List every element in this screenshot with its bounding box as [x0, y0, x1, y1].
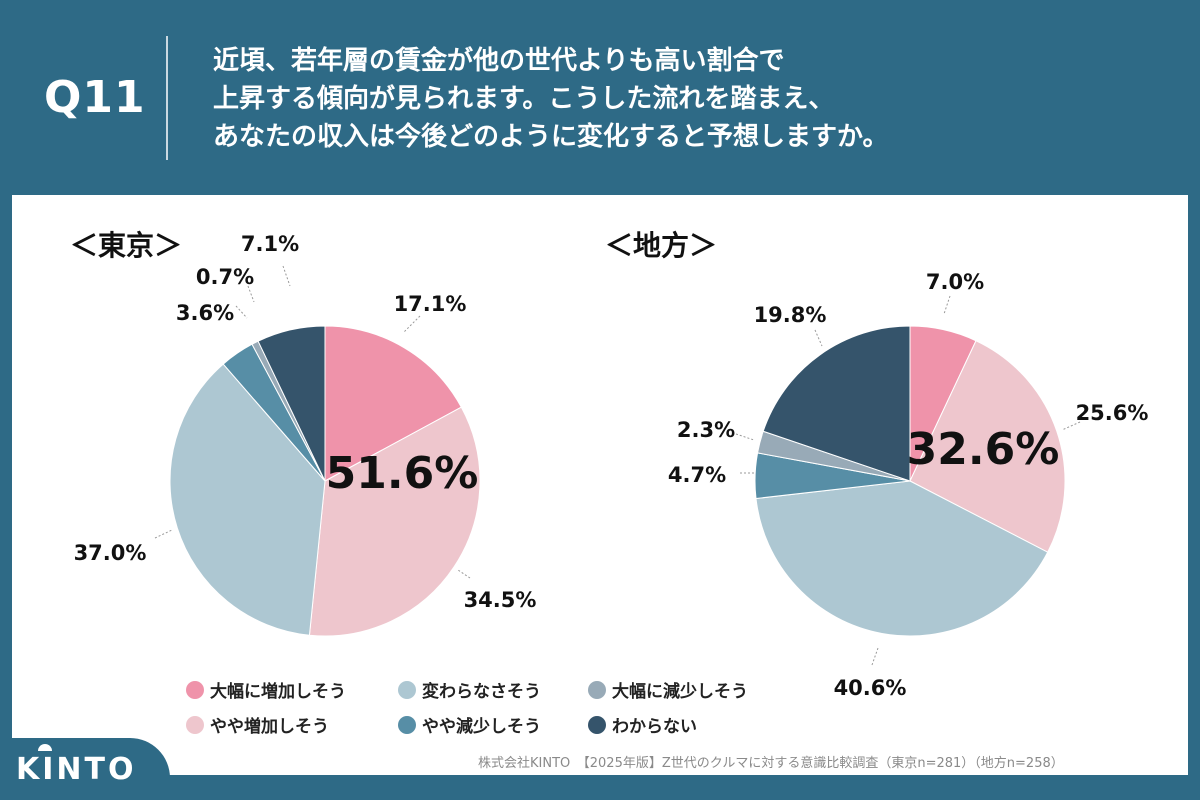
- leader-line: [235, 305, 248, 319]
- legend-label: 変わらなさそう: [422, 682, 541, 702]
- question-text: 近頃、若年層の賃金が他の世代よりも高い割合で 上昇する傾向が見られます。こうした…: [213, 42, 1173, 156]
- legend-label: わからない: [612, 717, 697, 737]
- bottom-strip: [170, 775, 1200, 800]
- legend-swatch: [588, 715, 606, 734]
- data-label: 17.1%: [394, 292, 467, 316]
- header: Q11 近頃、若年層の賃金が他の世代よりも高い割合で 上昇する傾向が見られます。…: [0, 0, 1200, 195]
- data-label: 0.7%: [196, 265, 254, 289]
- data-label: 37.0%: [74, 541, 147, 565]
- source-note: 株式会社KINTO 【2025年版】Z世代のクルマに対する意識比較調査（東京n=…: [478, 756, 1064, 771]
- question-label: Q11: [44, 72, 146, 123]
- pie-slice: [324, 325, 462, 482]
- highlight-label: 51.6%: [326, 448, 479, 499]
- logo-background: [0, 738, 170, 800]
- logo-mark: [38, 744, 52, 751]
- leader-line: [154, 529, 173, 539]
- data-label: 34.5%: [464, 588, 537, 612]
- pie-slice: [909, 340, 1066, 553]
- kinto-logo[interactable]: KINTO: [16, 752, 137, 787]
- legend-swatch: [398, 680, 416, 699]
- legend-label: やや減少しそう: [422, 717, 541, 737]
- chart-title: ＜地方＞: [605, 229, 717, 262]
- question-line: 近頃、若年層の賃金が他の世代よりも高い割合で: [213, 46, 785, 76]
- data-label: 40.6%: [834, 676, 907, 700]
- legend-label: 大幅に減少しそう: [612, 682, 748, 702]
- legend-swatch: [186, 715, 204, 734]
- legend-label: 大幅に増加しそう: [210, 682, 346, 702]
- leader-line: [1061, 421, 1081, 431]
- legend-item: 大幅に減少しそう: [588, 677, 788, 702]
- leader-line: [735, 433, 755, 441]
- question-line: 上昇する傾向が見られます。こうした流れを踏まえ、: [213, 84, 835, 114]
- pie-chart: ＜地方＞ 7.0% 25.6% 40.6% 4.7% 2.3% 19.8% 32.6%: [605, 229, 1148, 700]
- pie-slice: [755, 480, 1049, 637]
- data-label: 4.7%: [668, 463, 726, 487]
- data-label: 19.8%: [754, 303, 827, 327]
- leader-line: [247, 285, 255, 303]
- pie-slice: [257, 325, 326, 482]
- legend-item: わからない: [588, 712, 788, 737]
- legend-swatch: [398, 715, 416, 734]
- leader-line: [871, 647, 879, 666]
- pie-slice: [762, 325, 911, 482]
- legend-item: 大幅に増加しそう: [186, 677, 398, 702]
- data-label: 7.0%: [926, 270, 984, 294]
- leader-line: [814, 329, 823, 347]
- data-label: 3.6%: [176, 301, 234, 325]
- leader-line: [457, 569, 471, 579]
- leader-line: [282, 265, 291, 287]
- legend-swatch: [186, 680, 204, 699]
- leader-line: [403, 315, 421, 333]
- legend-swatch: [588, 680, 606, 699]
- question-line: あなたの収入は今後どのように変化すると予想しますか。: [213, 122, 889, 152]
- legend: 大幅に増加しそう 変わらなさそう 大幅に減少しそう やや増加しそう やや減少しそ…: [186, 677, 826, 737]
- data-label: 25.6%: [1076, 401, 1149, 425]
- pie-slice: [169, 363, 326, 636]
- header-divider: [166, 36, 168, 160]
- chart-title: ＜東京＞: [70, 229, 182, 262]
- highlight-label: 32.6%: [907, 424, 1060, 475]
- data-label: 7.1%: [241, 232, 299, 256]
- legend-item: やや減少しそう: [398, 712, 588, 737]
- leader-line: [943, 295, 951, 315]
- pie-slice: [308, 406, 481, 637]
- legend-item: 変わらなさそう: [398, 677, 588, 702]
- pie-chart: ＜東京＞ 17.1% 34.5% 37.0% 3.6% 0.7% 7.1% 51.6%: [70, 229, 537, 637]
- data-label: 2.3%: [677, 418, 735, 442]
- legend-label: やや増加しそう: [210, 717, 329, 737]
- legend-item: やや増加しそう: [186, 712, 398, 737]
